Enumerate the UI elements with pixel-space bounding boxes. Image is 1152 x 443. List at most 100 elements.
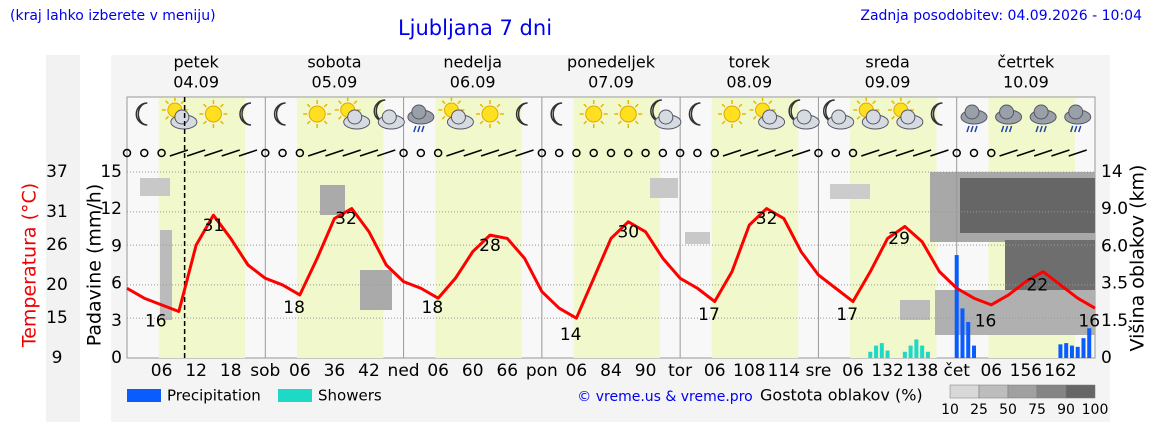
x-tick-label: 42 [358,361,380,381]
day-date: 09.09 [865,73,911,92]
precipitation-bar [1087,328,1092,358]
icon-sun [723,105,741,123]
day-date: 06.09 [450,73,496,92]
x-tick-label: 06 [704,361,726,381]
icon-rain [966,125,970,133]
icon-cloud [381,109,397,125]
wind-barb [463,149,482,157]
icon-ray [306,120,311,125]
x-tick-label: 138 [906,361,938,381]
precipitation-tick-label: 6 [111,274,122,294]
icon-cloud [865,109,881,125]
icon-ray [337,115,342,120]
wind-calm [987,148,996,158]
icon-ray [768,100,773,105]
x-tick-label: 132 [871,361,903,381]
precipitation-bar [954,255,959,358]
temperature-extreme-label: 30 [617,223,639,243]
wind-barb [774,149,794,157]
x-tick-label: tor [668,361,692,381]
icon-cloud [1033,104,1049,120]
wind-calm [658,148,668,158]
temperature-tick-label: 37 [46,162,68,182]
cloud [160,230,172,320]
day-name: sreda [865,53,909,72]
icon-sun [481,105,499,123]
title: Ljubljana 7 dni [398,16,552,40]
icon-rain [1070,125,1074,133]
icon-rain [1043,125,1047,133]
wind-calm [831,148,840,158]
icon-ray [165,100,170,105]
wind-barbs [122,148,1087,158]
cloud-scale-swatch [1007,384,1038,399]
wind-barb [307,149,327,157]
precipitation-bar [925,351,930,358]
wind-barb [515,149,534,157]
wind-barb [930,149,949,157]
icon-ray [752,100,757,105]
day-name: sobota [307,53,361,72]
icon-rain [1004,125,1009,133]
precipitation-tick-label: 12 [100,199,122,219]
day-date: 07.09 [588,73,634,92]
cloud [320,185,345,215]
cloud [140,178,170,196]
cloud-cover [140,172,1095,335]
icon-ray [600,120,605,125]
wind-barb [912,149,932,157]
legend-swatch [127,389,161,402]
icon-ray [441,100,446,105]
precipitation-bar [1081,338,1086,358]
x-tick-label: 06 [289,361,311,381]
wind-calm [416,148,426,158]
icon-ray [496,103,501,108]
icon-ray [856,115,861,120]
wind-barb [1051,149,1070,157]
icon-ray [721,103,726,108]
x-tick-label: 06 [842,361,864,381]
wind-calm [969,148,979,158]
x-tick-label: 06 [980,361,1002,381]
wind-barb [757,149,776,157]
daylight-band [158,98,246,358]
updated: Zadnja posodobitev: 04.09.2026 - 10:04 [860,8,1142,24]
credit: © vreme.us & vreme.pro [577,389,752,405]
weather-icons [135,97,1092,133]
temperature-axis-title: Temperatura (°C) [19,183,41,348]
wind-barb [1033,149,1053,157]
precipitation-bar [960,308,965,358]
x-tick-label: 60 [462,361,484,381]
x-tick-label: 162 [1044,361,1076,381]
icon-cloud [411,104,427,120]
icon-cloud [796,109,812,125]
icon-ray [496,120,501,125]
icon-ray [479,103,484,108]
day-date: 10.09 [1003,73,1049,92]
wind-calm [122,148,132,158]
icon-ray [856,100,861,105]
precipitation-bar [902,351,907,358]
icon-ray [353,100,358,105]
cloud [830,184,870,199]
cloud-scale-label: 100 [1082,402,1109,418]
icon-cloud [831,109,847,125]
wind-barb [791,149,811,157]
icon-ray [219,120,224,125]
precipitation-bar [874,345,879,358]
temperature-extreme-label: 22 [1027,276,1049,296]
icon-rain [1008,125,1013,133]
wind-barb [446,149,465,157]
icon-ray [738,120,743,125]
icon-ray [180,100,185,105]
icon-ray [337,100,342,105]
day-date: 04.09 [173,73,219,92]
daylight-band [711,98,799,358]
icon-rain [417,125,421,133]
daylight-band [296,98,384,358]
wind-calm [606,148,616,158]
wind-calm [295,148,305,158]
icon-rain [1078,125,1082,133]
wind-calm [641,148,650,158]
